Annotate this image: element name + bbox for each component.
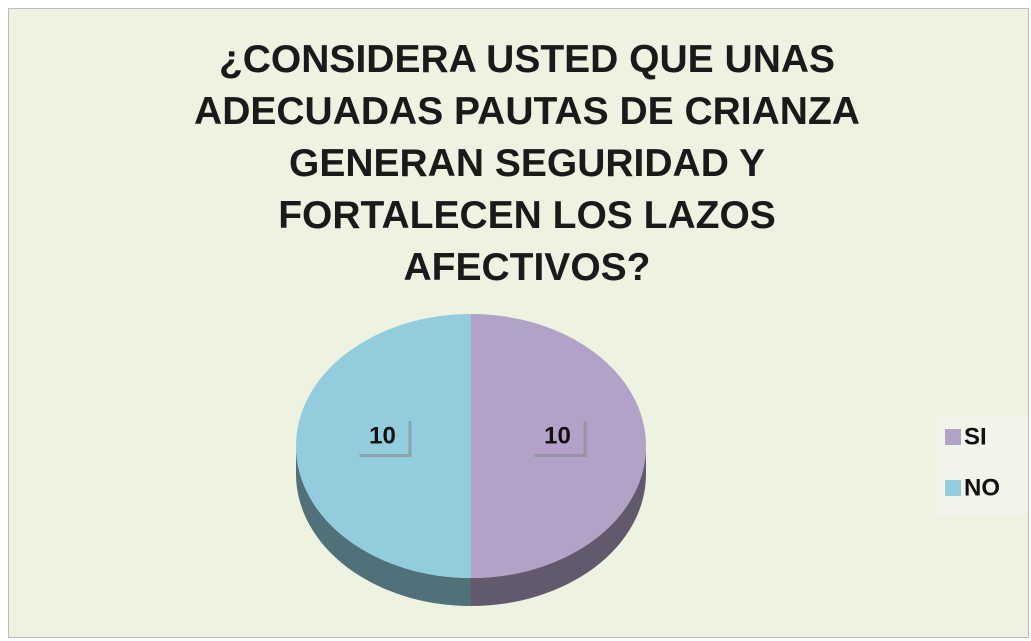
data-label: 10 [369,422,396,449]
data-label-box [531,418,584,454]
slice-side [471,446,646,606]
legend-label: NO [964,474,1000,501]
chart-title: ¿CONSIDERA USTED QUE UNAS ADECUADAS PAUT… [194,38,860,289]
legend-label: SI [964,423,987,450]
legend-swatch [945,480,961,496]
data-label-box [356,418,409,454]
legend-swatch [945,429,961,445]
slice-side [296,446,471,606]
data-label: 10 [544,422,571,449]
